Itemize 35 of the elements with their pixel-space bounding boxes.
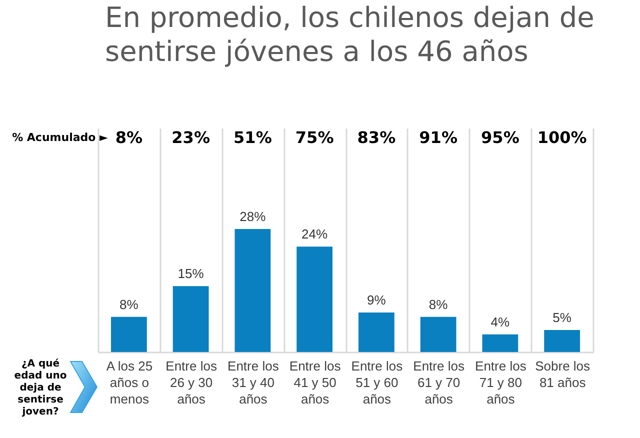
bar — [544, 330, 580, 352]
data-label: 9% — [367, 292, 386, 308]
text: 95% — [481, 128, 520, 147]
text: 100% — [537, 128, 587, 147]
bar — [296, 246, 333, 352]
bar — [358, 312, 394, 352]
data-label: 15% — [178, 266, 204, 282]
text: 51% — [234, 128, 272, 147]
text: 8% — [115, 128, 143, 147]
x-axis-title: ¿A qué edad uno deja de sentirse joven? — [14, 358, 67, 418]
data-label: 24% — [302, 226, 328, 242]
bar — [420, 316, 456, 352]
x-tick-label: A los 25 años o menos — [106, 358, 153, 406]
bar — [172, 286, 209, 352]
bar — [482, 334, 518, 352]
x-tick-label: Sobre los 81 años — [535, 358, 591, 390]
data-label: 4% — [490, 314, 510, 330]
bar — [110, 316, 147, 352]
text: 83% — [357, 128, 396, 147]
x-tick-label: Entre los 61 y 70 años — [413, 358, 465, 406]
x-tick-label: Entre los 71 y 80 años — [475, 358, 527, 406]
text: 75% — [295, 128, 334, 147]
x-tick-label: Entre los 41 y 50 años — [289, 358, 342, 406]
x-tick-label: Entre los 31 y 40 años — [228, 358, 280, 406]
chart-title: En promedio, los chilenos dejan de sentirse jóvenes a los 46 años — [105, 1, 594, 68]
text: 91% — [419, 128, 458, 147]
x-tick-label: Entre los 26 y 30 años — [166, 358, 218, 406]
x-tick-label: Entre los 51 y 60 años — [351, 358, 404, 406]
data-label: 28% — [240, 209, 266, 224]
text: 23% — [172, 128, 210, 147]
data-label: 8% — [428, 296, 448, 312]
text: % Acumulado ► — [12, 131, 109, 144]
bar — [234, 229, 271, 352]
data-label: 8% — [120, 296, 139, 312]
data-label: 5% — [552, 310, 572, 326]
